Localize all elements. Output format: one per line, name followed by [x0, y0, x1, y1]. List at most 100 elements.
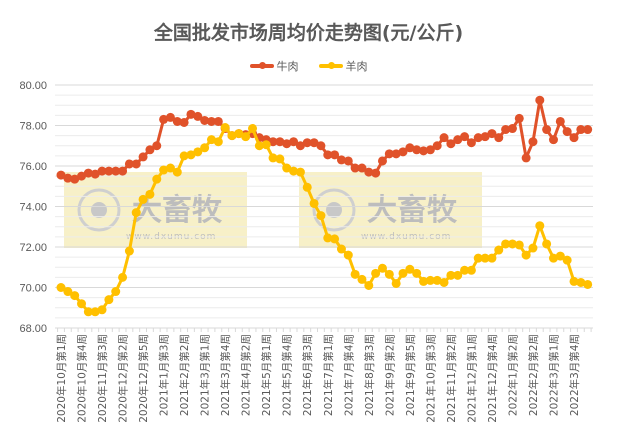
data-point[interactable]: [583, 125, 593, 135]
data-point[interactable]: [412, 268, 422, 278]
data-point[interactable]: [343, 156, 353, 166]
data-point[interactable]: [118, 166, 128, 176]
data-point[interactable]: [398, 147, 408, 157]
data-point[interactable]: [521, 250, 531, 260]
data-point[interactable]: [405, 143, 415, 153]
data-point[interactable]: [275, 137, 285, 147]
data-point[interactable]: [261, 140, 271, 150]
data-point[interactable]: [439, 277, 449, 287]
data-point[interactable]: [63, 287, 73, 297]
data-point[interactable]: [268, 137, 278, 147]
data-point[interactable]: [336, 155, 346, 165]
data-point[interactable]: [145, 189, 155, 199]
data-point[interactable]: [371, 268, 381, 278]
data-point[interactable]: [179, 117, 189, 127]
data-point[interactable]: [159, 114, 169, 124]
data-point[interactable]: [501, 125, 511, 135]
data-point[interactable]: [542, 239, 552, 249]
data-point[interactable]: [480, 253, 490, 263]
data-point[interactable]: [419, 276, 429, 286]
data-point[interactable]: [111, 287, 121, 297]
data-point[interactable]: [562, 255, 572, 265]
data-point[interactable]: [384, 269, 394, 279]
data-point[interactable]: [83, 168, 93, 178]
data-point[interactable]: [70, 291, 80, 301]
data-point[interactable]: [97, 305, 107, 315]
data-point[interactable]: [507, 124, 517, 134]
data-point[interactable]: [391, 278, 401, 288]
data-point[interactable]: [90, 307, 100, 317]
data-point[interactable]: [425, 275, 435, 285]
data-point[interactable]: [419, 146, 429, 156]
legend-item-mutton[interactable]: 羊肉: [318, 58, 368, 74]
data-point[interactable]: [569, 133, 579, 143]
data-point[interactable]: [528, 137, 538, 147]
data-point[interactable]: [514, 240, 524, 250]
data-point[interactable]: [535, 95, 545, 105]
data-point[interactable]: [439, 133, 449, 143]
data-point[interactable]: [241, 132, 251, 142]
data-point[interactable]: [124, 159, 134, 169]
data-point[interactable]: [425, 145, 435, 155]
data-point[interactable]: [282, 139, 292, 149]
data-point[interactable]: [316, 141, 326, 151]
data-point[interactable]: [200, 143, 210, 153]
data-point[interactable]: [56, 170, 66, 180]
data-point[interactable]: [193, 147, 203, 157]
data-point[interactable]: [248, 124, 258, 134]
data-point[interactable]: [145, 145, 155, 155]
data-point[interactable]: [330, 150, 340, 160]
data-point[interactable]: [118, 272, 128, 282]
data-point[interactable]: [398, 268, 408, 278]
data-point[interactable]: [131, 208, 141, 218]
data-point[interactable]: [494, 133, 504, 143]
data-point[interactable]: [446, 270, 456, 280]
data-point[interactable]: [124, 246, 134, 256]
data-point[interactable]: [179, 151, 189, 161]
data-point[interactable]: [131, 159, 141, 169]
data-point[interactable]: [282, 163, 292, 173]
data-point[interactable]: [576, 277, 586, 287]
data-point[interactable]: [56, 283, 66, 292]
data-point[interactable]: [206, 135, 216, 145]
data-point[interactable]: [330, 234, 340, 244]
data-point[interactable]: [295, 141, 305, 151]
data-point[interactable]: [186, 150, 196, 160]
data-point[interactable]: [446, 139, 456, 149]
data-point[interactable]: [213, 137, 223, 147]
data-point[interactable]: [542, 125, 552, 135]
data-point[interactable]: [412, 145, 422, 155]
data-point[interactable]: [152, 141, 162, 151]
data-point[interactable]: [453, 135, 463, 145]
data-point[interactable]: [466, 138, 476, 148]
data-point[interactable]: [583, 279, 593, 289]
data-point[interactable]: [371, 168, 381, 178]
data-point[interactable]: [576, 125, 586, 135]
data-point[interactable]: [460, 265, 470, 275]
data-point[interactable]: [77, 299, 87, 309]
data-point[interactable]: [104, 295, 114, 305]
data-point[interactable]: [521, 153, 531, 163]
data-point[interactable]: [501, 239, 511, 249]
data-point[interactable]: [289, 137, 299, 147]
data-point[interactable]: [275, 154, 285, 164]
data-point[interactable]: [309, 198, 319, 208]
data-point[interactable]: [548, 253, 558, 263]
data-point[interactable]: [193, 111, 203, 121]
data-point[interactable]: [309, 138, 319, 148]
data-point[interactable]: [323, 233, 333, 243]
data-point[interactable]: [548, 135, 558, 145]
data-point[interactable]: [289, 166, 299, 176]
data-point[interactable]: [432, 141, 442, 151]
data-point[interactable]: [165, 112, 175, 122]
data-point[interactable]: [172, 116, 182, 126]
data-point[interactable]: [377, 263, 387, 273]
data-point[interactable]: [138, 152, 148, 162]
data-point[interactable]: [555, 251, 565, 261]
data-point[interactable]: [336, 244, 346, 254]
data-point[interactable]: [97, 166, 107, 176]
data-point[interactable]: [227, 131, 237, 141]
data-point[interactable]: [487, 129, 497, 139]
data-point[interactable]: [528, 243, 538, 253]
data-point[interactable]: [90, 169, 100, 179]
